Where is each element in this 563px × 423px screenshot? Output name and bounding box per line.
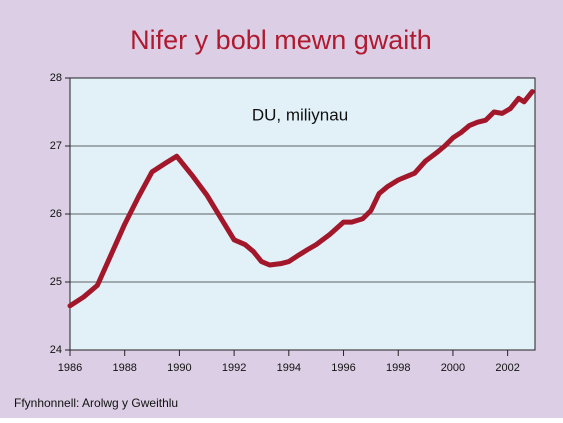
x-tick-label: 1994 [277,362,301,374]
y-tick-label: 28 [50,72,62,84]
data-line [67,89,535,309]
x-tick-label: 2002 [495,362,519,374]
source: Ffynhonnell: Arolwg y Gweithlu [14,396,178,410]
annotation: DU, miliynau [252,105,348,124]
y-tick-label: 25 [50,276,62,288]
x-tick-label: 1996 [331,362,355,374]
x-tick-label: 1992 [222,362,246,374]
x-tick-label: 1988 [112,362,136,374]
x-tick-label: 1998 [386,362,410,374]
chart-title: Nifer y bobl mewn gwaith [130,25,432,55]
x-tick-label: 2000 [441,362,465,374]
y-tick-label: 26 [50,208,62,220]
x-tick-label: 1990 [167,362,191,374]
y-tick-label: 24 [50,344,62,356]
y-tick-label: 27 [50,140,62,152]
x-tick-label: 1986 [58,362,82,374]
